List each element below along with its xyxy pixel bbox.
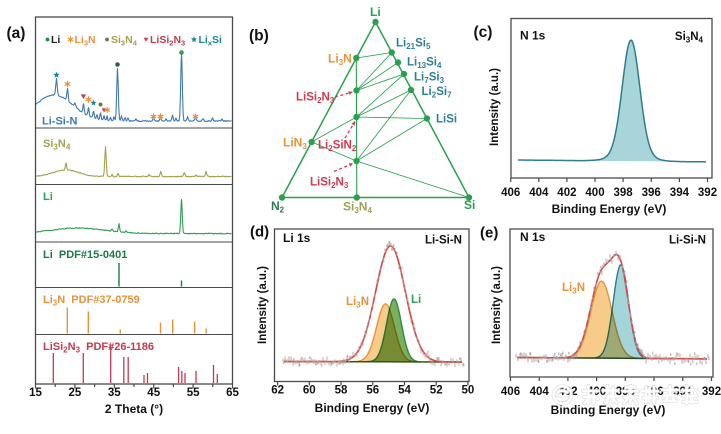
svg-text:Li PDF#15-0401: Li PDF#15-0401 xyxy=(43,249,127,261)
svg-text:(b): (b) xyxy=(249,28,269,45)
svg-text:15: 15 xyxy=(29,387,42,399)
svg-text:404: 404 xyxy=(529,187,549,199)
svg-text:58: 58 xyxy=(335,385,348,397)
svg-text:LiN3​: LiN3​ xyxy=(283,136,307,151)
svg-text:N2​: N2​ xyxy=(271,199,285,214)
svg-text:Li7​Si3​: Li7​Si3​ xyxy=(414,72,445,85)
svg-text:Li-Si-N: Li-Si-N xyxy=(42,116,77,128)
svg-text:Li21​Si5​: Li21​Si5​ xyxy=(396,38,431,51)
svg-text:LiSi: LiSi xyxy=(436,114,457,126)
svg-text:LixSi: LixSi xyxy=(199,34,223,47)
svg-text:LiSi2N3: LiSi2N3 xyxy=(150,34,185,47)
svg-text:45: 45 xyxy=(147,387,160,399)
svg-text:Li13​Si4​: Li13​Si4​ xyxy=(407,57,442,70)
svg-text:55: 55 xyxy=(187,387,200,399)
svg-text:LiSi2​N3​: LiSi2​N3​ xyxy=(310,177,349,190)
svg-text:Li 1s: Li 1s xyxy=(283,231,311,245)
svg-text:394: 394 xyxy=(670,187,690,199)
svg-text:Li3N PDF#37-0759: Li3N PDF#37-0759 xyxy=(43,294,140,307)
svg-text:(e): (e) xyxy=(480,225,498,242)
svg-text:402: 402 xyxy=(557,187,576,199)
svg-text:392: 392 xyxy=(698,187,717,199)
svg-text:(c): (c) xyxy=(474,24,493,41)
svg-text:Li3N: Li3N xyxy=(346,296,369,309)
svg-text:LiSi2​N3​: LiSi2​N3​ xyxy=(296,92,335,105)
svg-text:Li3N: Li3N xyxy=(562,282,585,295)
svg-text:65: 65 xyxy=(226,387,239,399)
svg-text:396: 396 xyxy=(642,187,661,199)
svg-text:Intensity (a.u.): Intensity (a.u.) xyxy=(257,266,269,344)
svg-text:60: 60 xyxy=(303,385,316,397)
svg-text:Li3N: Li3N xyxy=(75,34,96,47)
svg-text:(d): (d) xyxy=(250,224,269,241)
svg-text:Si3N4: Si3N4 xyxy=(43,138,71,151)
svg-text:Binding Energy (eV): Binding Energy (eV) xyxy=(552,202,667,216)
svg-text:Intensity (a.u.): Intensity (a.u.) xyxy=(489,68,501,146)
svg-text:Li-Si-N: Li-Si-N xyxy=(669,235,706,247)
svg-text:404: 404 xyxy=(530,386,550,398)
svg-text:Si3N4: Si3N4 xyxy=(675,31,704,44)
svg-text:Li: Li xyxy=(370,5,381,19)
svg-text:25: 25 xyxy=(69,387,82,399)
svg-text:Binding Energy (eV): Binding Energy (eV) xyxy=(551,403,666,417)
svg-text:62: 62 xyxy=(271,385,284,397)
svg-text:Si: Si xyxy=(464,198,475,212)
svg-text:N 1s: N 1s xyxy=(520,230,546,244)
svg-text:Intensity (a.u.): Intensity (a.u.) xyxy=(491,266,503,344)
svg-text:406: 406 xyxy=(501,386,520,398)
svg-text:392: 392 xyxy=(702,386,721,398)
svg-text:Li: Li xyxy=(411,294,421,306)
svg-text:(a): (a) xyxy=(7,25,26,42)
svg-text:52: 52 xyxy=(430,385,443,397)
svg-text:2 Theta (°): 2 Theta (°) xyxy=(105,402,163,416)
svg-text:400: 400 xyxy=(585,187,604,199)
svg-text:35: 35 xyxy=(108,387,121,399)
svg-text:54: 54 xyxy=(398,385,411,397)
svg-text:Si3N4: Si3N4 xyxy=(111,34,138,47)
svg-text:Li: Li xyxy=(51,34,60,46)
svg-text:LiSi2N3 PDF#26-1186: LiSi2N3 PDF#26-1186 xyxy=(43,341,154,354)
svg-text:Si3​N4​: Si3​N4​ xyxy=(343,200,372,215)
svg-text:Li-Si-N: Li-Si-N xyxy=(425,235,462,247)
svg-text:Li: Li xyxy=(43,191,53,203)
svg-text:Li2​SiN2​: Li2​SiN2​ xyxy=(318,140,357,153)
svg-text:50: 50 xyxy=(462,385,475,397)
svg-text:N 1s: N 1s xyxy=(520,29,546,43)
svg-text:406: 406 xyxy=(501,187,520,199)
svg-text:56: 56 xyxy=(366,385,379,397)
svg-text:Binding Energy (eV): Binding Energy (eV) xyxy=(315,401,430,415)
svg-text:398: 398 xyxy=(614,187,634,199)
svg-text:Li2​Si7​: Li2​Si7​ xyxy=(422,86,453,99)
svg-text:Li3​N: Li3​N xyxy=(328,52,352,67)
